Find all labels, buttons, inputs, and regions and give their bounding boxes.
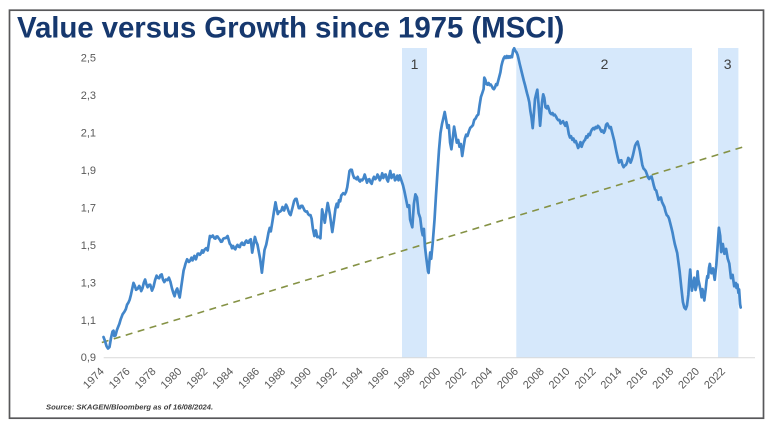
svg-text:1,9: 1,9: [81, 165, 96, 177]
svg-text:1,3: 1,3: [81, 277, 96, 289]
svg-text:2,1: 2,1: [81, 128, 96, 140]
svg-text:1: 1: [411, 56, 419, 72]
svg-text:2,3: 2,3: [81, 90, 96, 102]
svg-text:Value versus Growth since 1975: Value versus Growth since 1975 (MSCI): [17, 12, 564, 45]
svg-text:Source: SKAGEN/Bloomberg as of: Source: SKAGEN/Bloomberg as of 16/08/202…: [46, 403, 213, 412]
svg-text:1,1: 1,1: [81, 315, 96, 327]
svg-text:3: 3: [724, 56, 732, 72]
svg-text:0,9: 0,9: [81, 352, 96, 364]
svg-text:2: 2: [601, 56, 609, 72]
svg-text:2,5: 2,5: [81, 53, 96, 65]
svg-text:1,5: 1,5: [81, 240, 96, 252]
svg-text:1,7: 1,7: [81, 202, 96, 214]
